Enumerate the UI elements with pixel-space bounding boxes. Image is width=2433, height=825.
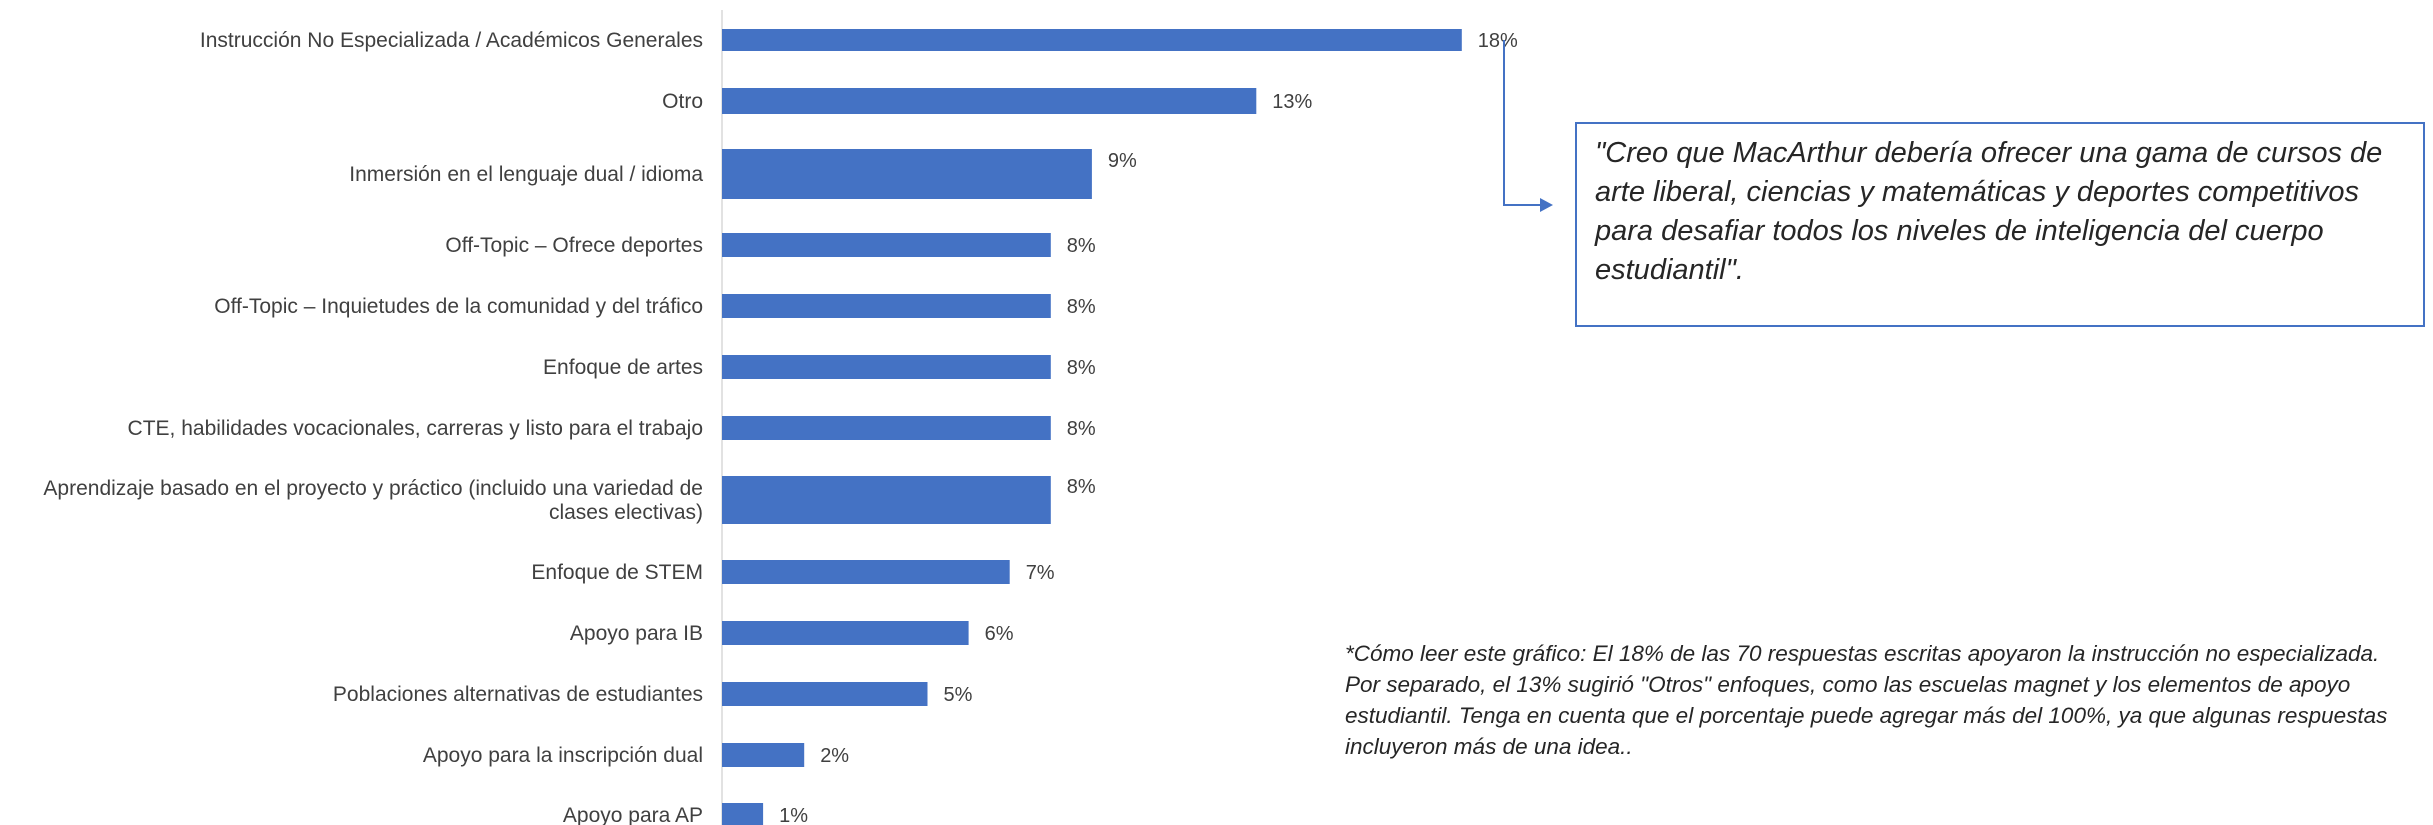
bar-value-label: 13%	[1272, 91, 1312, 113]
category-label: Off-Topic – Ofrece deportes	[445, 234, 703, 257]
bar	[722, 803, 764, 825]
bar-value-label: 2%	[820, 745, 849, 767]
category-label: Poblaciones alternativas de estudiantes	[333, 683, 703, 706]
bar-value-label: 5%	[944, 684, 973, 706]
category-label: Apoyo para AP	[563, 804, 703, 825]
bar-value-label: 6%	[985, 623, 1014, 645]
bar-value-label: 8%	[1067, 418, 1096, 440]
bar	[722, 416, 1051, 440]
bar-value-label: 8%	[1067, 357, 1096, 379]
bar	[722, 560, 1010, 584]
category-label: Instrucción No Especializada / Académico…	[200, 29, 703, 52]
bar	[722, 621, 969, 645]
quote-callout: "Creo que MacArthur debería ofrecer una …	[1575, 122, 2425, 327]
bar-value-label: 1%	[779, 805, 808, 825]
category-label: CTE, habilidades vocacionales, carreras …	[128, 417, 703, 440]
bar-value-label: 18%	[1478, 30, 1518, 52]
callout-arrow	[1503, 40, 1540, 206]
callout-arrowhead	[1540, 198, 1553, 212]
category-label: Apoyo para IB	[570, 622, 703, 645]
chart-footnote: *Cómo leer este gráfico: El 18% de las 7…	[1345, 641, 2388, 759]
category-label: Inmersión en el lenguaje dual / idioma	[349, 163, 703, 186]
category-label: Aprendizaje basado en el proyecto y prác…	[43, 477, 703, 524]
bar	[722, 355, 1051, 379]
category-label: Otro	[662, 90, 703, 113]
bar-value-label: 8%	[1067, 296, 1096, 318]
bar	[722, 88, 1257, 114]
bar	[722, 149, 1092, 199]
category-label: Enfoque de STEM	[531, 561, 703, 584]
bar-value-label: 8%	[1067, 476, 1096, 498]
bar	[722, 294, 1051, 318]
bar-value-label: 8%	[1067, 235, 1096, 257]
bar	[722, 233, 1051, 257]
bar	[722, 743, 805, 767]
category-label: Off-Topic – Inquietudes de la comunidad …	[214, 295, 703, 318]
bar	[722, 682, 928, 706]
bar-value-label: 7%	[1026, 562, 1055, 584]
bar	[722, 476, 1051, 524]
bar-value-label: 9%	[1108, 150, 1137, 172]
bar	[722, 29, 1462, 51]
category-label: Apoyo para la inscripción dual	[423, 744, 703, 767]
bar-chart: Instrucción No Especializada / Académico…	[43, 10, 1553, 825]
category-label: Enfoque de artes	[543, 356, 703, 379]
